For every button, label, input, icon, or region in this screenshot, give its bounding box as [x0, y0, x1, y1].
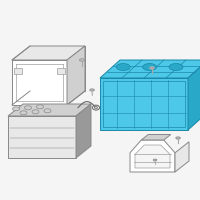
Ellipse shape [24, 106, 32, 110]
Polygon shape [79, 59, 85, 61]
Polygon shape [100, 78, 188, 130]
Polygon shape [188, 60, 200, 130]
Polygon shape [57, 68, 65, 74]
Polygon shape [8, 116, 76, 158]
Ellipse shape [36, 105, 44, 109]
Polygon shape [67, 46, 85, 105]
Polygon shape [90, 89, 94, 91]
Ellipse shape [32, 110, 39, 114]
Polygon shape [130, 140, 175, 172]
Ellipse shape [12, 107, 20, 111]
Polygon shape [175, 142, 189, 172]
Ellipse shape [143, 64, 157, 71]
Polygon shape [176, 137, 180, 139]
Polygon shape [14, 68, 22, 74]
Polygon shape [8, 104, 91, 116]
Polygon shape [150, 67, 154, 69]
Ellipse shape [95, 106, 98, 109]
Polygon shape [141, 134, 171, 140]
Ellipse shape [169, 64, 183, 71]
Ellipse shape [20, 111, 27, 115]
Polygon shape [12, 46, 85, 60]
Polygon shape [12, 60, 67, 105]
Polygon shape [100, 60, 200, 78]
Polygon shape [153, 159, 157, 161]
Ellipse shape [116, 64, 130, 71]
Ellipse shape [44, 109, 51, 113]
Polygon shape [135, 145, 170, 168]
Polygon shape [76, 104, 91, 158]
